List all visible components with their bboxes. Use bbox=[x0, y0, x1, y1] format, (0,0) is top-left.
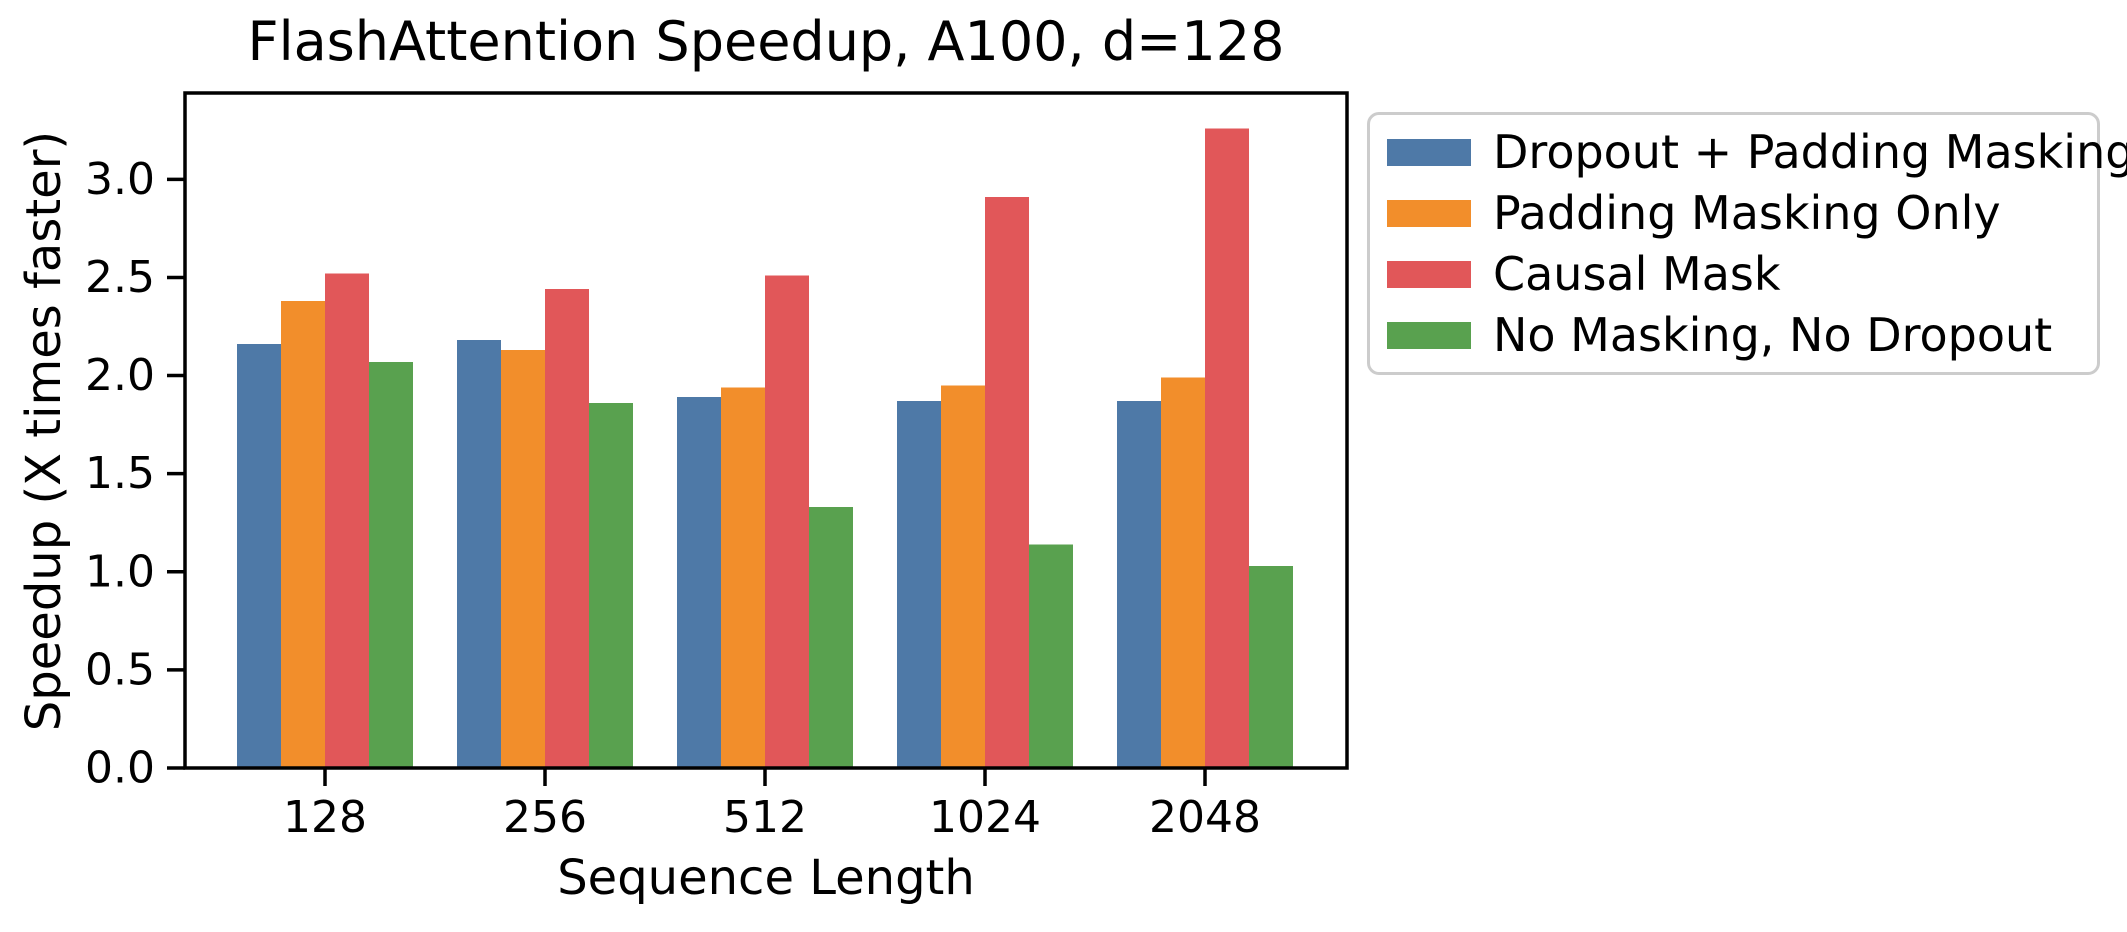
legend-swatch-padding-only bbox=[1387, 199, 1471, 227]
bar-series2-256 bbox=[545, 289, 589, 768]
x-axis-label: Sequence Length bbox=[557, 850, 975, 906]
bar-series0-256 bbox=[457, 340, 501, 768]
legend-label: Padding Masking Only bbox=[1493, 186, 2001, 240]
legend-label: Dropout + Padding Masking bbox=[1493, 125, 2127, 179]
bar-series0-512 bbox=[677, 397, 721, 768]
legend-item: Causal Mask bbox=[1370, 246, 2097, 302]
bar-series3-256 bbox=[589, 403, 633, 768]
y-tick-label: 0.5 bbox=[85, 644, 155, 695]
bar-series3-1024 bbox=[1029, 544, 1073, 768]
y-axis-label: Speedup (X times faster) bbox=[16, 130, 72, 732]
x-tick-label: 2048 bbox=[1149, 792, 1261, 843]
bar-series1-256 bbox=[501, 350, 545, 768]
bar-series0-128 bbox=[237, 344, 281, 768]
plot-border bbox=[183, 91, 1349, 770]
bar-series3-128 bbox=[369, 361, 413, 768]
bar-series1-128 bbox=[281, 300, 325, 768]
bar-series3-2048 bbox=[1249, 565, 1293, 768]
legend-swatch-no-masking bbox=[1387, 321, 1471, 349]
bar-series2-512 bbox=[765, 275, 809, 768]
bar-series0-1024 bbox=[897, 401, 941, 768]
legend: Dropout + Padding Masking Padding Maskin… bbox=[1367, 112, 2127, 375]
y-tick-label: 2.0 bbox=[85, 350, 155, 401]
bar-series1-2048 bbox=[1161, 377, 1205, 768]
y-tick-label: 2.5 bbox=[85, 252, 155, 303]
legend-swatch-causal-mask bbox=[1387, 260, 1471, 288]
x-tick-label: 512 bbox=[723, 792, 807, 843]
bar-series1-1024 bbox=[941, 385, 985, 768]
bar-series2-1024 bbox=[985, 196, 1029, 769]
bar-series3-512 bbox=[809, 507, 853, 768]
bar-series2-128 bbox=[325, 273, 369, 768]
chart-title: FlashAttention Speedup, A100, d=128 bbox=[247, 10, 1285, 73]
bar-series1-512 bbox=[721, 387, 765, 768]
legend-item: Dropout + Padding Masking bbox=[1370, 124, 2127, 180]
bar-series0-2048 bbox=[1117, 401, 1161, 768]
y-tick-label: 1.5 bbox=[85, 448, 155, 499]
legend-label: Causal Mask bbox=[1493, 247, 1781, 301]
legend-item: Padding Masking Only bbox=[1370, 185, 2097, 241]
legend-label: No Masking, No Dropout bbox=[1493, 308, 2053, 362]
x-tick-label: 256 bbox=[503, 792, 587, 843]
y-tick-label: 0.0 bbox=[85, 743, 155, 794]
legend-item: No Masking, No Dropout bbox=[1370, 307, 2097, 363]
x-tick-label: 1024 bbox=[929, 792, 1041, 843]
x-tick-label: 128 bbox=[283, 792, 367, 843]
y-tick-label: 1.0 bbox=[85, 546, 155, 597]
y-tick-label: 3.0 bbox=[85, 154, 155, 205]
bar-series2-2048 bbox=[1205, 128, 1249, 768]
legend-swatch-dropout-padding bbox=[1387, 138, 1471, 166]
